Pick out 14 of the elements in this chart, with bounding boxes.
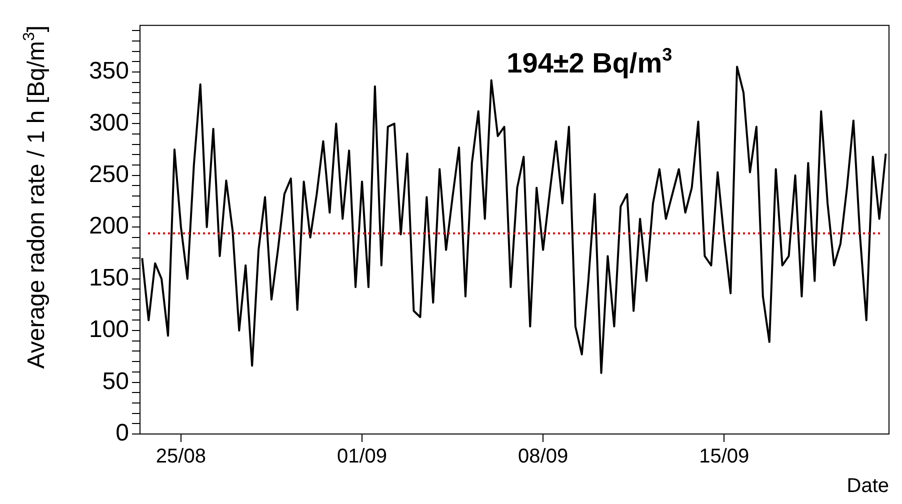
y-axis-title: Average radon rate / 1 h [Bq/m3] — [20, 25, 50, 369]
y-tick-label: 250 — [88, 161, 129, 188]
y-tick-label: 200 — [88, 212, 129, 240]
y-tick-label: 350 — [88, 58, 129, 85]
y-tick-label: 300 — [88, 109, 129, 136]
y-tick-label: 50 — [102, 368, 129, 395]
x-tick-label: 25/08 — [156, 446, 206, 468]
x-tick-label: 01/09 — [336, 446, 388, 468]
x-tick-label: 15/09 — [699, 446, 750, 468]
x-axis-title: Date — [846, 475, 890, 497]
y-tick-label: 150 — [88, 264, 129, 292]
x-tick-label: 08/09 — [518, 446, 568, 468]
y-tick-label: 100 — [88, 316, 129, 344]
y-tick-label: 0 — [116, 420, 129, 447]
